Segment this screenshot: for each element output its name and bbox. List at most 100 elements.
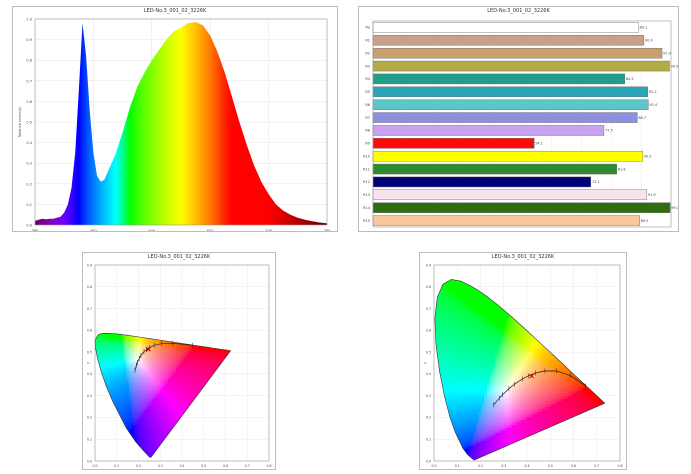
gamut-cell — [186, 320, 189, 323]
gamut-cell — [100, 395, 104, 399]
gamut-cell — [241, 422, 244, 425]
gamut-cell — [136, 429, 141, 433]
gamut-cell — [236, 375, 239, 378]
gamut-cell — [210, 294, 213, 297]
gamut-cell — [202, 382, 206, 386]
gamut-cell — [194, 315, 197, 318]
gamut-cell — [110, 414, 114, 418]
gamut-cell — [226, 302, 229, 305]
gamut-cell — [147, 434, 151, 439]
gamut-cell — [196, 374, 201, 379]
gamut-cell — [170, 333, 174, 334]
gamut-cell — [147, 366, 151, 371]
gamut-cell — [157, 361, 161, 365]
gamut-cell — [257, 427, 260, 430]
gamut-cell — [184, 294, 187, 297]
gamut-cell — [150, 304, 153, 307]
gamut-cell — [128, 447, 133, 452]
gamut-cell — [108, 364, 112, 368]
gamut-cell — [108, 335, 112, 339]
cri-bar-r15 — [372, 215, 640, 226]
gamut-cell — [257, 448, 260, 451]
gamut-cell — [95, 440, 99, 444]
gamut-cell — [176, 299, 179, 302]
gamut-cell — [210, 320, 213, 323]
gamut-cell — [171, 315, 174, 318]
gamut-cell — [149, 395, 154, 399]
gamut-cell — [259, 320, 262, 323]
gamut-cell — [147, 424, 151, 428]
cri-bar-r8 — [372, 125, 605, 136]
gamut-cell — [217, 395, 221, 399]
gamut-cell — [118, 338, 122, 342]
gamut-cell — [160, 364, 164, 368]
gamut-cell — [105, 333, 109, 337]
gamut-cell — [175, 377, 180, 381]
gamut-cell — [105, 440, 109, 444]
gamut-cell — [111, 323, 114, 326]
gamut-cell — [97, 406, 101, 410]
gamut-cell — [209, 343, 214, 347]
gamut-cell — [220, 317, 223, 320]
gamut-cell — [155, 278, 158, 281]
gamut-cell — [236, 349, 239, 352]
gamut-cell — [186, 403, 190, 407]
gamut-cell — [231, 320, 234, 323]
gamut-cell — [194, 411, 198, 415]
gamut-cell — [97, 361, 101, 365]
gamut-cell — [233, 265, 236, 268]
gamut-cell — [189, 445, 193, 449]
gamut-cell — [178, 414, 182, 418]
gamut-cell — [134, 348, 138, 352]
gamut-cell — [189, 289, 192, 292]
gamut-cell — [165, 427, 169, 431]
gamut-cell — [181, 395, 185, 399]
gamut-cell — [170, 414, 174, 418]
gamut-cell — [254, 443, 257, 446]
gamut-cell — [110, 408, 114, 412]
gamut-cell — [111, 296, 114, 299]
gamut-cell — [173, 312, 176, 315]
gamut-cell — [111, 325, 114, 328]
gamut-cell — [105, 403, 109, 407]
gamut-cell — [157, 437, 161, 441]
gamut-cell — [262, 417, 265, 420]
gamut-cell — [189, 453, 193, 457]
gamut-cell — [231, 294, 234, 297]
gamut-cell — [173, 416, 177, 420]
gamut-cell — [100, 403, 104, 407]
gamut-cell — [160, 390, 164, 394]
gamut-cell — [179, 312, 182, 315]
gamut-cell — [246, 349, 249, 352]
gamut-cell — [265, 291, 268, 294]
y-tick-label: 0.3 — [426, 394, 431, 398]
gamut-cell — [252, 377, 255, 380]
gamut-cell — [184, 312, 187, 315]
cri-value-label: 92.2 — [649, 90, 657, 94]
gamut-cell — [110, 406, 114, 410]
gamut-cell — [215, 278, 218, 281]
gamut-cell — [152, 408, 156, 412]
gamut-cell — [165, 411, 169, 415]
gamut-cell — [265, 270, 268, 273]
gamut-cell — [110, 411, 114, 415]
gamut-cell — [113, 374, 117, 379]
gamut-cell — [225, 453, 229, 457]
gamut-cell — [136, 421, 141, 426]
gamut-cell — [144, 408, 148, 412]
gamut-cell — [259, 367, 262, 370]
gamut-cell — [110, 333, 114, 334]
gamut-cell — [173, 445, 177, 449]
gamut-cell — [189, 369, 193, 373]
gamut-cell — [173, 276, 176, 279]
gamut-cell — [249, 385, 252, 388]
gamut-cell — [249, 427, 252, 430]
gamut-cell — [108, 291, 111, 294]
gamut-cell — [179, 286, 182, 289]
gamut-cell — [236, 333, 239, 336]
gamut-cell — [142, 434, 146, 439]
gamut-cell — [173, 315, 176, 318]
gamut-cell — [144, 393, 148, 397]
gamut-cell — [168, 343, 172, 347]
